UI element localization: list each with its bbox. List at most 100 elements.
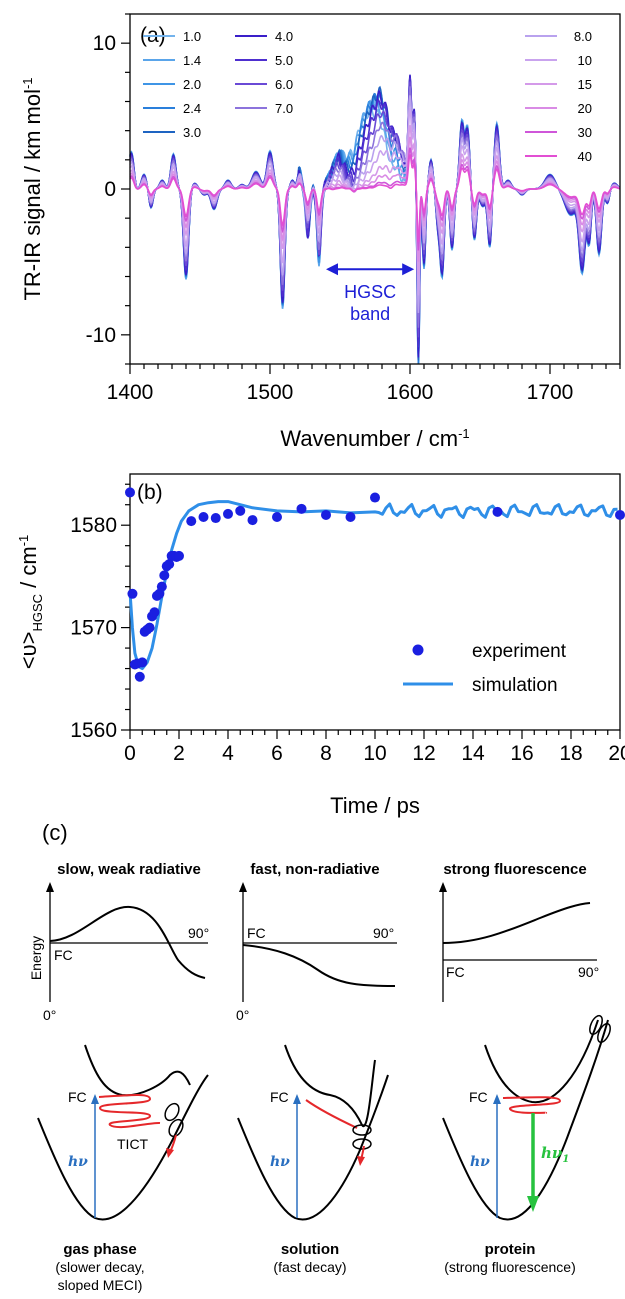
experiment-point <box>164 559 175 570</box>
legend-label-1.4: 1.4 <box>183 53 201 68</box>
experiment-point <box>370 492 380 503</box>
legend-label-10: 10 <box>578 53 592 68</box>
decay-arrowhead <box>166 1148 174 1158</box>
x-tick-label: 2 <box>173 742 185 765</box>
conical-intersection-lower-2 <box>352 1138 372 1150</box>
legend-experiment-marker <box>412 644 424 656</box>
caption-solution-line2: (fast decay) <box>273 1259 346 1275</box>
experiment-point <box>198 512 209 523</box>
emission-arrowhead <box>527 1196 539 1212</box>
hgsc-annotation-line2: band <box>350 304 390 324</box>
profile1-90-label: 90° <box>188 925 209 941</box>
energy-axis-label: Energy <box>28 936 44 980</box>
hgsc-arrow-head-left <box>326 263 338 276</box>
caption-gas-phase-line3: sloped MECI) <box>58 1277 143 1293</box>
conical-intersection-upper <box>164 1102 180 1122</box>
y-tick-label: 1580 <box>70 514 117 537</box>
legend-label-3.0: 3.0 <box>183 125 201 140</box>
panel-c: (c) slow, weak radiative fast, non-radia… <box>28 820 611 1293</box>
experiment-point <box>156 581 167 592</box>
legend-label-2.0: 2.0 <box>183 77 201 92</box>
experiment-points <box>125 487 625 682</box>
column2-title: fast, non-radiative <box>250 861 379 878</box>
experiment-point <box>223 508 233 519</box>
profile1-0-label: 0° <box>43 1007 56 1023</box>
conical-intersection-3b <box>597 1022 611 1044</box>
experiment-point <box>296 503 307 514</box>
simulation-line <box>128 500 618 671</box>
profile2-curve <box>242 944 396 987</box>
y-tick-label: -10 <box>86 324 116 347</box>
experiment-point <box>210 513 221 524</box>
pes-protein: hν FC hν1 protein (strong fluorescence) <box>442 1014 611 1275</box>
caption-gas-phase: gas phase <box>63 1241 136 1258</box>
hgsc-arrow-head-right <box>402 263 415 276</box>
panel-b-legend: experiment simulation <box>403 641 567 696</box>
legend-label-7.0: 7.0 <box>275 101 293 116</box>
panel-b-ticks: 0 2 4 6 8 10 12 14 16 18 20 1560 1570 1580 <box>70 483 625 765</box>
panel-a-y-axis-label: TR-IR signal / km mol-1 <box>20 77 45 300</box>
decay-arrowhead-2 <box>357 1156 365 1166</box>
pes-solution: hν FC solution (fast decay) <box>237 1044 389 1275</box>
experiment-point <box>615 509 625 520</box>
panel-b-x-axis-label: Time / ps <box>330 793 420 818</box>
spectrum-30 <box>129 147 621 251</box>
profile3-90-label: 90° <box>578 964 599 980</box>
pes2-fc-label: FC <box>270 1089 289 1105</box>
conical-intersection-3a <box>589 1014 603 1036</box>
experiment-point <box>492 506 503 517</box>
x-tick-label: 1600 <box>387 381 434 404</box>
experiment-point <box>235 505 246 516</box>
profile3-curve <box>442 902 591 944</box>
panel-a-series <box>129 74 621 365</box>
experiment-point <box>149 607 160 618</box>
panel-a-x-axis-label: Wavenumber / cm-1 <box>280 426 469 451</box>
experiment-point <box>174 550 184 561</box>
legend-experiment-label: experiment <box>472 641 567 662</box>
experiment-point <box>144 622 155 633</box>
caption-protein-line2: (strong fluorescence) <box>444 1259 576 1275</box>
legend-label-2.4: 2.4 <box>183 101 201 116</box>
excitation-label-3: hν <box>470 1154 490 1170</box>
x-tick-label: 12 <box>412 742 435 765</box>
excitation-arrowhead-2 <box>293 1094 301 1104</box>
panel-a-legend: 1.0 1.4 2.0 2.4 3.0 4.0 5.0 6.0 7.0 8.0 10 15 20 30 40 <box>143 29 592 164</box>
caption-solution: solution <box>281 1241 339 1258</box>
legend-label-1.0: 1.0 <box>183 29 201 44</box>
conical-intersection-lower <box>168 1118 184 1138</box>
y-tick-label: 1560 <box>70 719 117 742</box>
experiment-point <box>186 516 197 527</box>
ground-state-curve-3 <box>442 1019 609 1221</box>
experiment-point <box>345 512 356 523</box>
experiment-point <box>321 509 331 520</box>
legend-label-15: 15 <box>578 77 592 92</box>
energy-profile-1: Energy FC 90° 0° <box>28 882 209 1023</box>
legend-label-8.0: 8.0 <box>574 29 592 44</box>
ground-state-curve-2 <box>237 1074 389 1221</box>
column3-title: strong fluorescence <box>443 861 586 878</box>
excited-state-curve <box>84 1044 191 1097</box>
profile2-fc-label: FC <box>247 925 266 941</box>
profile3-axis-arrow <box>439 882 447 892</box>
profile1-fc-label: FC <box>54 947 73 963</box>
x-tick-label: 6 <box>271 742 283 765</box>
legend-label-30: 30 <box>578 125 592 140</box>
legend-label-6.0: 6.0 <box>275 77 293 92</box>
x-tick-label: 1500 <box>247 381 294 404</box>
excited-state-curve-2 <box>284 1044 376 1128</box>
x-tick-label: 1400 <box>107 381 154 404</box>
x-tick-label: 0 <box>124 742 136 765</box>
y-tick-label: 10 <box>93 32 116 55</box>
legend-label-40: 40 <box>578 149 592 164</box>
spectrum-40 <box>129 154 621 243</box>
column1-title: slow, weak radiative <box>57 861 201 878</box>
conical-intersection-upper-2 <box>352 1124 372 1136</box>
y-tick-label: 1570 <box>70 617 117 640</box>
experiment-point <box>125 487 135 498</box>
panel-b: 0 2 4 6 8 10 12 14 16 18 20 1560 1570 1580 (b) experi… <box>16 473 625 818</box>
experiment-point <box>134 671 145 682</box>
panel-b-label: (b) <box>137 481 163 504</box>
legend-label-4.0: 4.0 <box>275 29 293 44</box>
emission-label: hν1 <box>541 1144 569 1165</box>
x-tick-label: 18 <box>559 742 582 765</box>
